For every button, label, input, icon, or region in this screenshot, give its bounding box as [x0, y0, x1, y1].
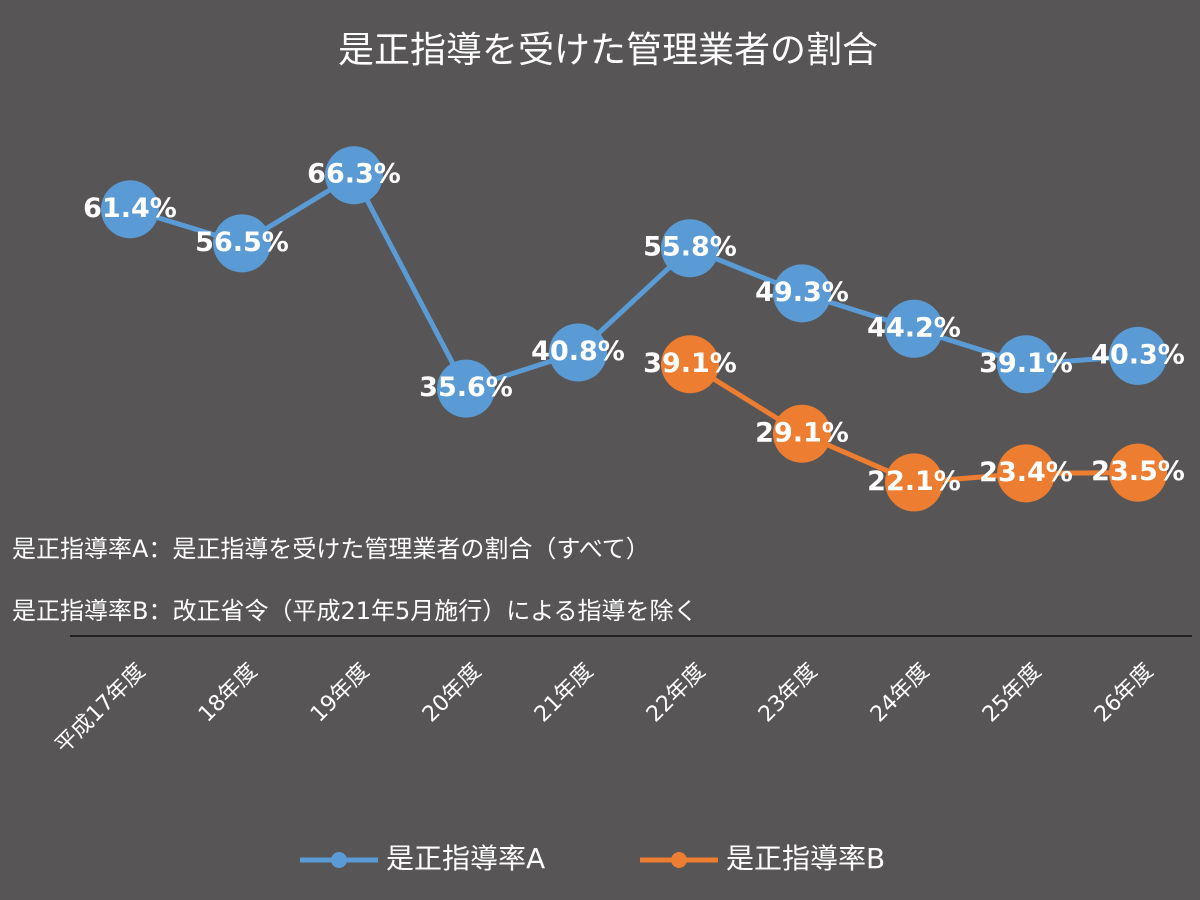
data-point: [213, 214, 271, 273]
series-line: [129, 171, 1139, 392]
data-label: 23.5%: [1091, 456, 1185, 487]
data-label: 22.1%: [867, 466, 961, 497]
data-label: 55.8%: [643, 232, 737, 263]
data-point: [773, 404, 831, 463]
data-point: [1109, 326, 1167, 385]
data-label: 66.3%: [307, 159, 401, 190]
data-label: 39.1%: [643, 348, 737, 379]
data-label: 29.1%: [755, 417, 849, 448]
data-label: 40.8%: [531, 336, 625, 367]
legend-marker: [671, 852, 687, 868]
data-point: [885, 453, 943, 512]
data-point: [549, 323, 607, 382]
data-point: [773, 264, 831, 323]
data-label: 49.3%: [755, 277, 849, 308]
data-point: [437, 359, 495, 418]
data-point: [997, 444, 1055, 503]
data-point: [325, 146, 383, 205]
data-label: 39.1%: [979, 348, 1073, 379]
data-point: [1109, 443, 1167, 502]
annotation: 是正指導率B：改正省令（平成21年5月施行）による指導を除く: [12, 597, 698, 625]
legend-label: 是正指導率B: [726, 842, 885, 875]
data-point: [661, 219, 719, 278]
data-label: 23.4%: [979, 457, 1073, 488]
data-label: 35.6%: [419, 372, 513, 403]
data-label: 61.4%: [83, 193, 177, 224]
data-label: 56.5%: [195, 227, 289, 258]
legend-label: 是正指導率A: [386, 842, 545, 875]
data-point: [997, 335, 1055, 394]
data-point: [101, 180, 159, 239]
legend-marker: [331, 852, 347, 868]
data-point: [885, 299, 943, 358]
data-label: 40.3%: [1091, 339, 1185, 370]
annotation: 是正指導率A：是正指導を受けた管理業者の割合（すべて）: [12, 535, 650, 563]
data-label: 44.2%: [867, 312, 961, 343]
chart-title: 是正指導を受けた管理業者の割合: [338, 30, 878, 71]
data-point: [661, 335, 719, 394]
